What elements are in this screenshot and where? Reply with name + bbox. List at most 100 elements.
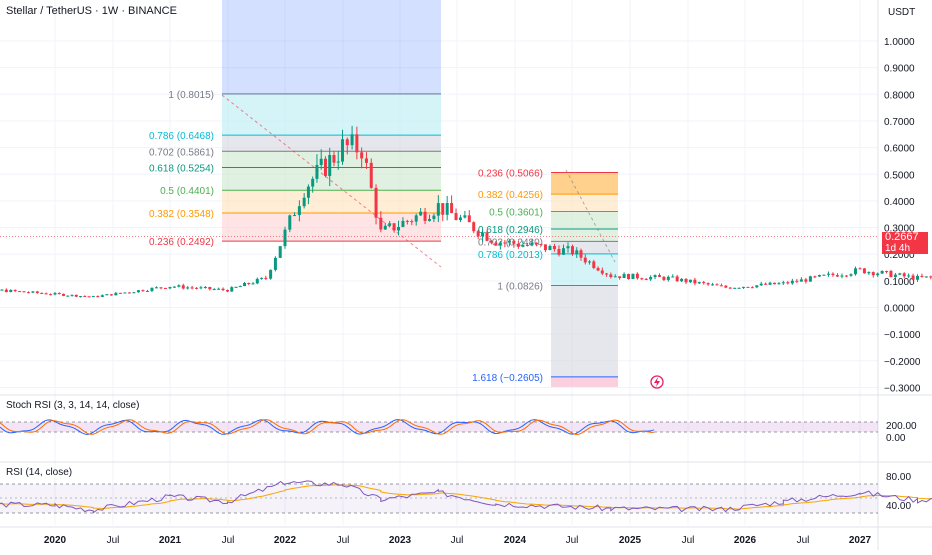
candle-body [516,243,520,247]
candle-body [631,273,635,280]
fib-level-label: 0.5 (0.3601) [489,208,543,219]
candle-body [70,294,74,296]
candle-body [345,139,349,146]
candle-body [876,273,880,276]
candle-body [898,273,902,275]
candle-body [123,292,127,294]
candle-body [159,287,163,289]
candle-body [9,289,13,293]
rsi-ma-line [0,484,932,510]
time-tick-label: 2024 [504,535,527,546]
time-tick-label: Jul [451,535,464,546]
candle-body [764,283,768,285]
lightning-circle [650,375,664,389]
candle-body [454,213,458,220]
candle-body [605,273,609,275]
candle-body [4,289,8,293]
candle-body [269,269,273,279]
candle-body [613,276,617,278]
candle-body [853,268,857,275]
candle-body [136,290,140,293]
candle-body [83,296,87,298]
candle-body [35,291,39,293]
candle-body [902,273,906,277]
candle-body [817,274,821,277]
price-tick-label: 0.8000 [884,90,915,101]
candle-body [862,268,866,274]
fib-zone [222,135,441,152]
last-price-value: 0.2667 [885,231,919,243]
axis-currency-label: USDT [888,7,915,18]
candle-body [350,134,354,146]
fib-zone [551,172,618,195]
fib-trend-line [565,169,616,263]
grid-lines [0,0,878,525]
candle-body [795,280,799,282]
candle-body [288,215,292,230]
candle-body [840,275,844,277]
stoch-tick-label: 200.00 [886,421,917,432]
fib-zone [222,167,441,191]
candle-body [22,291,26,293]
time-tick-label: 2023 [389,535,412,546]
candle-body [199,287,203,289]
price-tick-label: 0.0000 [884,304,915,315]
candle-body [592,261,596,268]
candle-body [799,279,803,282]
candle-body [702,282,706,284]
candle-body [62,293,66,296]
fib-level-label: 0.5 (0.4401) [160,186,214,197]
candle-body [525,245,529,247]
fib-zone [222,93,441,136]
candle-body [203,286,207,288]
candle-body [293,215,297,217]
fib-level-label: 0.786 (0.6468) [149,131,214,142]
fib-level-label: 1 (0.8015) [168,90,214,101]
candle-body [826,273,830,275]
candle-body [0,289,4,291]
candle-body [822,274,826,276]
fib-level-label: 0.236 (0.5066) [478,168,543,179]
time-tick-label: 2022 [274,535,297,546]
candle-body [885,270,889,272]
price-tick-label: 0.1000 [884,277,915,288]
price-tick-label: −0.3000 [884,383,921,394]
lightning-alert-icon [650,375,664,389]
candle-body [450,203,454,214]
candle-body [680,278,684,282]
candle-body [507,240,511,243]
candle-body [79,296,83,298]
candle-body [392,223,396,231]
candle-body [548,246,552,251]
candle-body [835,275,839,277]
candle-body [494,242,498,246]
candle-body [238,286,242,288]
candle-body [319,158,323,165]
candle-body [264,277,268,279]
fib-level-label: 0.618 (0.5254) [149,163,214,174]
chart-title: Stellar / TetherUS · 1W · BINANCE [6,5,177,17]
stoch-k-line [0,419,655,436]
candle-body [332,155,336,163]
time-tick-label: Jul [566,535,579,546]
fib-trend-line [221,94,442,268]
price-tick-label: 0.3000 [884,224,915,235]
time-tick-label: 2021 [159,535,182,546]
candle-body [49,294,53,296]
fib-level-label: 1.618 (−0.2605) [472,373,543,384]
fib-zone [551,194,618,212]
candle-body [336,161,340,163]
candle-body [154,287,158,289]
candle-body [445,203,449,215]
candle-body [273,257,277,270]
candle-body [746,286,750,288]
candle-body [666,276,670,280]
candle-body [772,282,776,285]
candle-body [297,206,301,216]
price-tick-label: 0.2000 [884,250,915,261]
candle-body [100,295,104,297]
candle-body [871,272,875,276]
candle-body [436,203,440,216]
